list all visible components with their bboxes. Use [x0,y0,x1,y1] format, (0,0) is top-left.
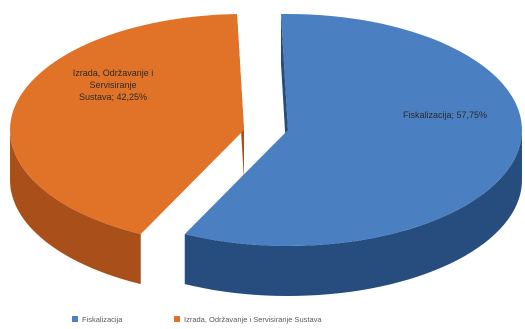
legend-label-1: Fiskalizacija [82,315,123,324]
pie-slice-side-1 [184,128,522,296]
legend-swatch-2 [174,316,180,322]
pie-slice-1 [184,13,523,296]
pie-slice-top-2 [10,14,245,235]
pie-slice-side-2 [10,128,141,285]
legend: Fiskalizacija Izrada, Održavanje i Servi… [72,315,322,324]
data-label-slice-1: Fiskalizacija; 57,75% [403,110,487,120]
legend-swatch-1 [72,316,78,322]
pie-slice-2 [10,14,245,285]
legend-label-2: Izrada, Održavanje i Servisiranje Sustav… [184,315,322,324]
pie-slice-top-1 [184,13,523,247]
data-label-slice-2: Izrada, Održavanje i Servisiranje Sustava;… [73,68,154,102]
pie-layer [10,13,523,296]
